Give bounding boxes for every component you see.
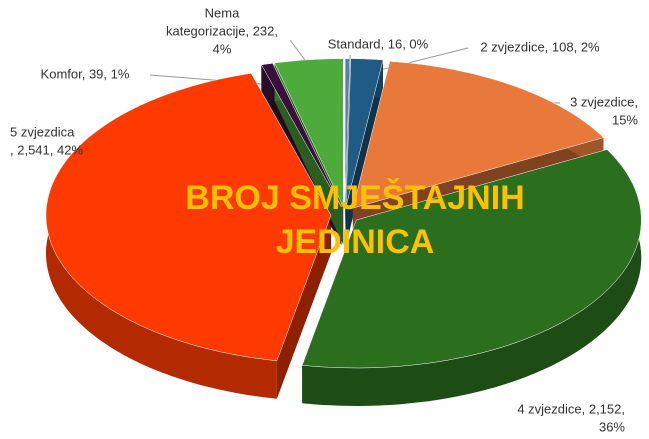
data-label: 2 zvjezdice, 108, 2% xyxy=(480,39,600,54)
slice-wall xyxy=(276,215,331,399)
chart-title: BROJ SMJEŠTAJNIH xyxy=(185,178,524,217)
data-label: 5 zvjezdica xyxy=(10,124,75,139)
data-label: Komfor, 39, 1% xyxy=(41,66,130,81)
slice xyxy=(301,149,642,369)
data-label: 36% xyxy=(599,419,625,434)
data-label: kategorizacije, 232, xyxy=(166,23,278,38)
data-label: 15% xyxy=(612,112,638,127)
slice xyxy=(345,58,384,207)
slice xyxy=(274,58,344,207)
data-label: Standard, 16, 0% xyxy=(328,36,429,51)
chart-title: JEDINICA xyxy=(276,223,435,261)
data-label: 4% xyxy=(213,41,232,56)
data-label: 4 zvjezdice, 2,152, xyxy=(517,401,625,416)
slice xyxy=(45,73,332,361)
slice-side xyxy=(302,149,642,406)
slice xyxy=(344,58,351,207)
data-label: Nema xyxy=(205,5,240,20)
data-label: 3 zvjezdice, xyxy=(570,94,638,109)
slice xyxy=(352,61,604,209)
slice xyxy=(261,63,342,208)
data-label: , 2,541, 42% xyxy=(10,142,83,157)
